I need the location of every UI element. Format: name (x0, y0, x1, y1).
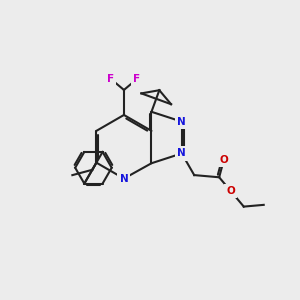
Text: F: F (107, 74, 114, 84)
Text: F: F (134, 74, 141, 84)
Text: N: N (177, 117, 186, 127)
Text: O: O (220, 154, 228, 165)
Text: O: O (226, 186, 235, 196)
Text: N: N (120, 174, 128, 184)
Text: N: N (177, 148, 186, 158)
